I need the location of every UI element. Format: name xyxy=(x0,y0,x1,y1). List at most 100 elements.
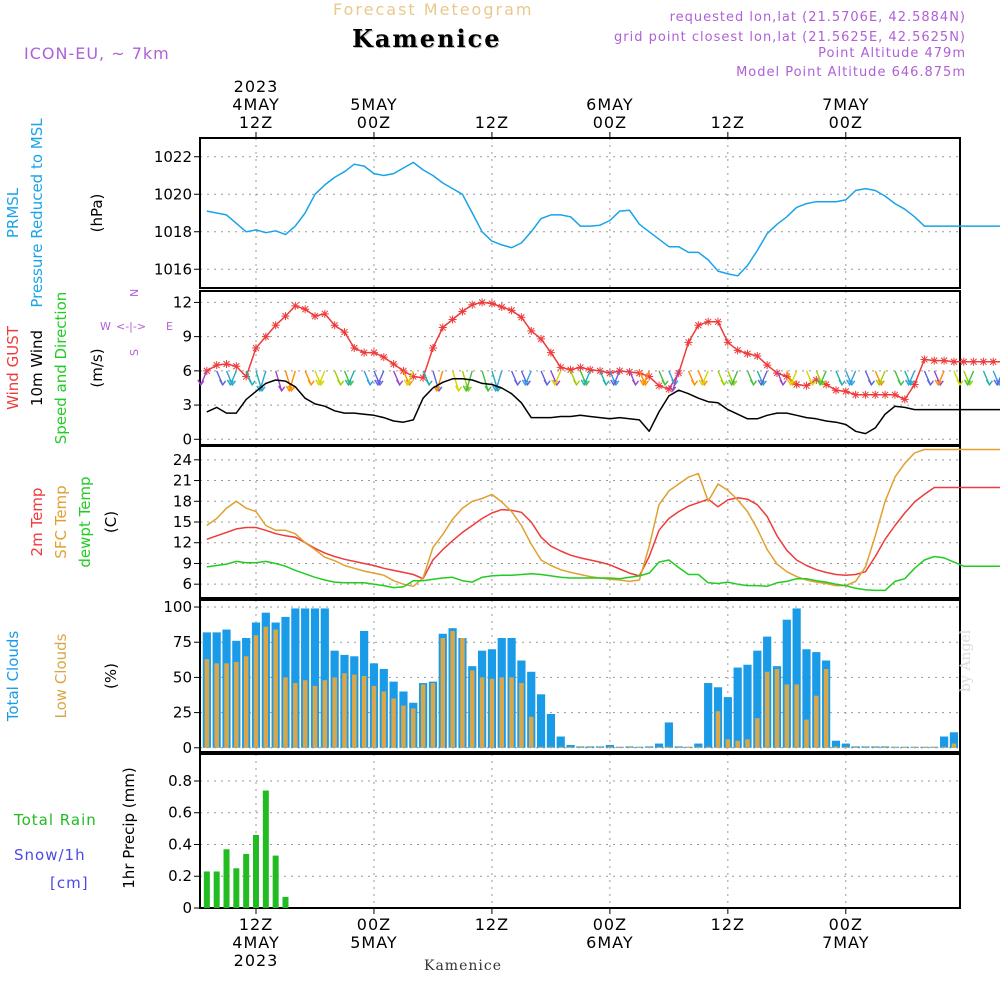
wind-arrow-head xyxy=(405,379,414,387)
requested-coords: requested lon,lat (21.5706E, 42.5884N) xyxy=(669,10,966,25)
y-tick-label: 6 xyxy=(182,362,192,380)
wind-arrow-head xyxy=(779,379,787,387)
model-name: ICON-EU, ~ 7km xyxy=(24,44,170,63)
cloud-bar-low xyxy=(705,746,711,748)
y-tick-label: 1022 xyxy=(154,148,192,166)
wind-arrow-head xyxy=(572,379,581,387)
cloud-bar-low xyxy=(479,677,485,748)
wind-arrow-head xyxy=(219,379,227,387)
wind-gust-line xyxy=(206,301,1000,401)
pressure-line xyxy=(206,161,1000,277)
wind-arrow-head xyxy=(759,379,767,387)
cloud-bar-low xyxy=(951,743,957,748)
cloud-bar-total xyxy=(723,697,732,748)
wind-arrow-head xyxy=(808,379,817,387)
cloud-bar-low xyxy=(833,746,839,748)
time-axis-bottom-label: 00Z xyxy=(829,915,863,934)
wind-arrow-head xyxy=(846,379,854,387)
wind-arrow-head xyxy=(346,379,355,387)
panel-label: Wind GUST xyxy=(4,325,22,410)
wind-direction-arrow xyxy=(288,370,296,392)
cloud-bar-low xyxy=(755,718,760,748)
gust-marker xyxy=(753,352,762,361)
gust-marker xyxy=(232,362,241,371)
y-tick-label: 0 xyxy=(182,430,192,448)
cloud-bar-low xyxy=(794,684,799,748)
gust-marker xyxy=(743,349,752,358)
wind-arrow-head xyxy=(317,379,325,387)
wind-arrow-head xyxy=(494,385,502,393)
grid-coords: grid point closest lon,lat (21.5625E, 42… xyxy=(614,30,966,45)
gust-marker xyxy=(576,363,585,372)
compass-east: E xyxy=(166,320,173,333)
cloud-bar-low xyxy=(941,746,947,748)
cloud-bar-low xyxy=(686,746,691,748)
gust-marker xyxy=(310,312,319,321)
cloud-bar-low xyxy=(882,746,888,748)
gust-marker xyxy=(242,372,251,381)
cloud-bar-total xyxy=(566,744,575,748)
cloud-bar-total xyxy=(733,667,742,748)
cloud-bar-low xyxy=(302,680,308,748)
wind-arrow-head xyxy=(344,379,352,387)
cloud-bar-low xyxy=(450,630,455,748)
time-axis-bottom-label: 00Z xyxy=(593,915,627,934)
gust-marker xyxy=(222,360,231,369)
cloud-bar-low xyxy=(401,705,406,748)
y-tick-label: 3 xyxy=(182,396,192,414)
precip-bar xyxy=(203,871,210,908)
cloud-bar-low xyxy=(371,685,377,748)
gust-marker xyxy=(655,381,664,390)
panel-label: [cm] xyxy=(50,874,89,892)
cloud-bar-low xyxy=(352,674,357,748)
cloud-bar-low xyxy=(312,685,318,748)
y-tick-label: 0.8 xyxy=(168,772,192,790)
cloud-bar-low xyxy=(548,746,554,748)
cloud-bar-low xyxy=(283,677,288,748)
chart-title: Kamenice xyxy=(352,24,502,53)
gust-marker xyxy=(890,390,899,399)
cloud-bar-low xyxy=(361,676,367,748)
y-tick-label: 25 xyxy=(173,704,192,722)
cloud-bar-low xyxy=(587,746,593,748)
panel-label: 1hr Precip (mm) xyxy=(120,767,138,888)
wind-arrow-head xyxy=(523,379,531,387)
wind-arrow-head xyxy=(278,385,286,393)
wind-arrow-head xyxy=(366,379,374,387)
wind-arrow-head xyxy=(995,379,1000,387)
cloud-bar-total xyxy=(792,608,801,748)
cloud-bar-total xyxy=(704,683,713,748)
cloud-bar-total xyxy=(802,649,811,748)
time-axis-bottom-label: 12Z xyxy=(475,915,509,934)
wind-direction-arrow xyxy=(672,370,680,392)
compass-south: S xyxy=(128,349,141,356)
y-tick-label: 21 xyxy=(173,472,192,490)
y-tick-label: 6 xyxy=(182,575,192,593)
y-tick-label: 50 xyxy=(173,668,192,686)
cloud-bar-low xyxy=(470,670,475,748)
gust-marker xyxy=(704,317,713,326)
gust-marker xyxy=(409,372,418,381)
panel-label: Speed and Direction xyxy=(52,292,70,445)
temp-line-sfc-temp xyxy=(206,448,1000,588)
wind-direction-arrow xyxy=(465,370,473,392)
gust-marker xyxy=(822,380,831,389)
wind-arrow-head xyxy=(226,379,234,387)
wind-arrow-head xyxy=(403,379,411,387)
cloud-bar-total xyxy=(654,743,664,748)
wind-arrow-head xyxy=(730,379,738,387)
wind-arrow-head xyxy=(435,385,443,393)
time-axis-top-label: 7MAY xyxy=(822,95,869,114)
wind-arrow-head xyxy=(877,379,885,387)
cloud-bar-low xyxy=(617,746,622,748)
cloud-bar-low xyxy=(873,746,878,748)
cloud-bar-low xyxy=(627,746,632,748)
gust-marker xyxy=(851,390,860,399)
y-tick-label: 1018 xyxy=(154,223,192,241)
gust-marker xyxy=(645,372,654,381)
wind-arrow-head xyxy=(454,385,463,393)
time-axis-top-label: 4MAY xyxy=(232,95,279,114)
gust-marker xyxy=(871,390,880,399)
cloud-bar-low xyxy=(411,708,416,748)
time-axis-top-label: 12Z xyxy=(475,113,509,132)
